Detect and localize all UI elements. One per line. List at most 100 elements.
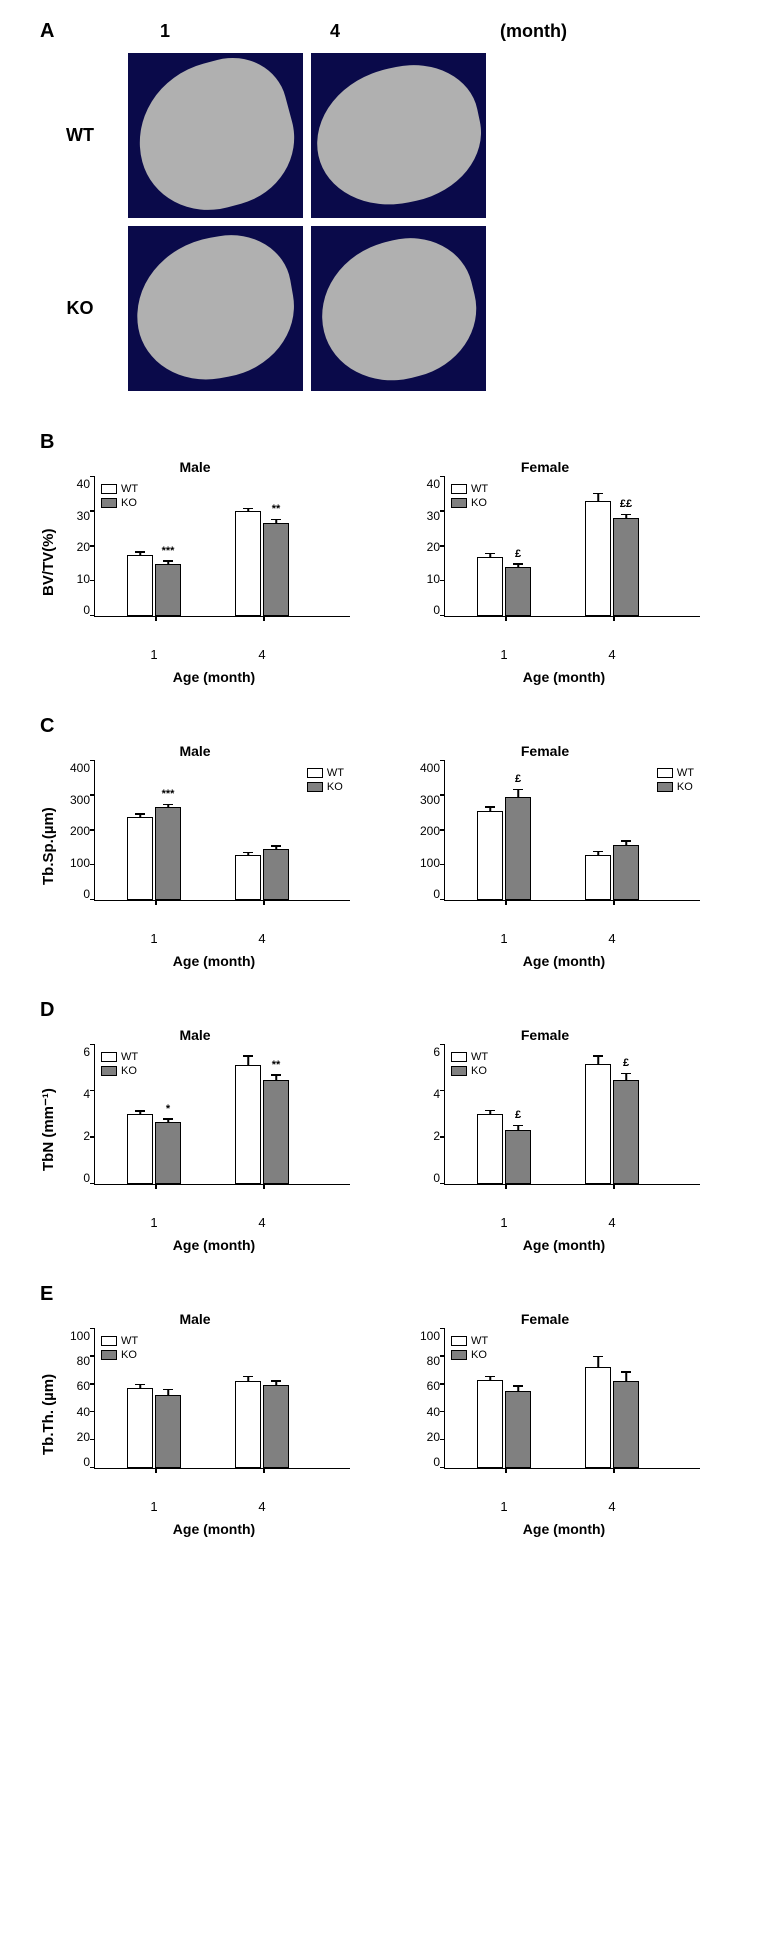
legend-item-ko: KO <box>101 1065 138 1077</box>
col-header-1: 1 <box>160 21 170 42</box>
row-label-wt: WT <box>40 125 120 146</box>
ytick: 2 <box>433 1129 440 1143</box>
bar-wt <box>235 1381 261 1468</box>
sig-marker: £ <box>623 1057 629 1069</box>
ct-image-ko-1 <box>128 226 303 391</box>
plot-area: £ ££ WT KO <box>444 477 700 617</box>
bar-group: ££ <box>585 501 639 617</box>
bar-ko: ** <box>263 1080 289 1184</box>
bar-wt <box>585 1367 611 1468</box>
panel-e: E Male Tb.Th. (µm) 100806040200 <box>40 1283 737 1537</box>
ytick: 20 <box>77 1430 90 1444</box>
x-axis-label: Age (month) <box>94 669 334 685</box>
ytick: 300 <box>70 793 90 807</box>
sig-marker: £ <box>515 773 521 785</box>
bar-group: * <box>127 1114 181 1184</box>
y-axis-label <box>390 1329 414 1499</box>
ytick: 0 <box>433 1455 440 1469</box>
bar-ko: * <box>155 1122 181 1184</box>
sig-marker: *** <box>162 788 175 800</box>
panel-d: D Male TbN (mm⁻¹) 6420 * <box>40 999 737 1253</box>
legend-item-ko: KO <box>451 1065 488 1077</box>
legend-item-wt: WT <box>451 483 488 495</box>
ytick: 20 <box>427 1430 440 1444</box>
bar-wt <box>235 855 261 900</box>
ytick: 100 <box>70 856 90 870</box>
legend-item-ko: KO <box>101 1349 138 1361</box>
x-tick-label: 4 <box>258 931 265 946</box>
plot-area: WT KO <box>94 1329 350 1469</box>
x-labels: 14 <box>94 1215 334 1235</box>
bar-group: ** <box>235 1065 289 1184</box>
x-tick-label: 1 <box>500 1215 507 1230</box>
ytick: 200 <box>420 824 440 838</box>
x-tick-label: 4 <box>608 931 615 946</box>
bar-wt <box>585 501 611 617</box>
legend-item-wt: WT <box>451 1051 488 1063</box>
panel-a-label: A <box>40 20 100 43</box>
ytick: 80 <box>427 1354 440 1368</box>
x-tick-label: 4 <box>608 1215 615 1230</box>
panel-a-row-wt: WT <box>40 53 737 218</box>
chart-legend: WT KO <box>100 1334 139 1362</box>
legend-item-ko: KO <box>451 1349 488 1361</box>
bar-wt <box>127 1114 153 1184</box>
x-tick-label: 4 <box>608 1499 615 1514</box>
legend-item-ko: KO <box>451 497 488 509</box>
bar-wt <box>235 1065 261 1184</box>
panel-b-label: B <box>40 431 100 454</box>
bar-ko <box>613 845 639 900</box>
x-axis-label: Age (month) <box>444 953 684 969</box>
ytick: 60 <box>77 1379 90 1393</box>
bar-wt <box>235 511 261 616</box>
bar-wt <box>477 1380 503 1468</box>
ytick: 6 <box>83 1045 90 1059</box>
chart-title: Male <box>40 743 350 759</box>
ytick: 400 <box>70 761 90 775</box>
bar-group: £ <box>585 1064 639 1184</box>
x-tick-label: 1 <box>150 1215 157 1230</box>
month-labels: 1 4 (month) <box>160 21 567 42</box>
plot-area: * ** WT KO <box>94 1045 350 1185</box>
chart-legend: WT KO <box>450 482 489 510</box>
ytick: 40 <box>427 477 440 491</box>
x-tick-label: 4 <box>608 647 615 662</box>
y-axis-label: BV/TV(%) <box>40 477 64 647</box>
x-labels: 14 <box>444 1215 684 1235</box>
x-axis-label: Age (month) <box>94 1237 334 1253</box>
chart-d-female: Female 6420 £ <box>390 1027 700 1253</box>
ytick: 20 <box>77 540 90 554</box>
x-tick-label: 4 <box>258 1215 265 1230</box>
ytick: 0 <box>433 1171 440 1185</box>
bar-group <box>235 1381 289 1468</box>
ytick: 10 <box>77 572 90 586</box>
legend-item-wt: WT <box>451 1335 488 1347</box>
sig-marker: ** <box>272 1059 281 1071</box>
plot-area: £ WT KO <box>444 761 700 901</box>
bar-wt <box>127 1388 153 1468</box>
panel-a-header: A 1 4 (month) <box>40 20 737 43</box>
legend-item-wt: WT <box>101 1335 138 1347</box>
chart-legend: WT KO <box>656 766 695 794</box>
chart-title: Female <box>390 459 700 475</box>
chart-title: Female <box>390 1027 700 1043</box>
x-tick-label: 4 <box>258 1499 265 1514</box>
chart-b-male: Male BV/TV(%) 403020100 *** <box>40 459 350 685</box>
ytick: 20 <box>427 540 440 554</box>
bar-ko: £ <box>613 1080 639 1184</box>
ytick: 0 <box>83 1171 90 1185</box>
ct-image-wt-4 <box>311 53 486 218</box>
x-labels: 14 <box>94 931 334 951</box>
ytick: 30 <box>77 509 90 523</box>
plot-area: WT KO <box>444 1329 700 1469</box>
x-tick-label: 1 <box>150 931 157 946</box>
ytick: 80 <box>77 1354 90 1368</box>
chart-b-female: Female 403020100 £ <box>390 459 700 685</box>
bar-wt <box>127 817 153 900</box>
ytick: 30 <box>427 509 440 523</box>
x-axis-label: Age (month) <box>94 1521 334 1537</box>
bar-ko: £ <box>505 1130 531 1184</box>
x-tick-label: 1 <box>500 931 507 946</box>
chart-e-female: Female 100806040200 <box>390 1311 700 1537</box>
ytick: 200 <box>70 824 90 838</box>
